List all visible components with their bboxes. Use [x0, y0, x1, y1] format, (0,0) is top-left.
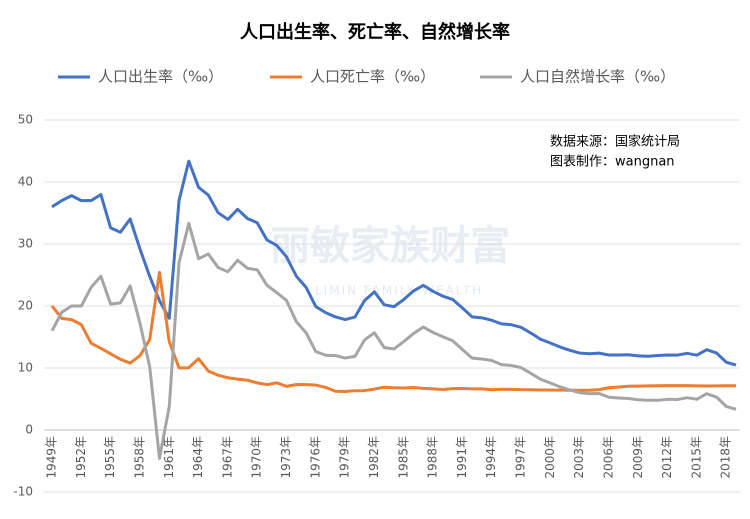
x-tick-label: 2009年: [631, 436, 645, 479]
y-tick-label: 0: [25, 423, 33, 437]
x-tick-label: 1952年: [74, 436, 88, 479]
x-tick-label: 1994年: [484, 436, 498, 479]
x-tick-label: 2003年: [572, 436, 586, 479]
y-tick-label: 40: [18, 175, 33, 189]
x-tick-label: 1964年: [191, 436, 205, 479]
x-tick-label: 1955年: [103, 436, 117, 479]
legend-label: 人口死亡率（‰）: [310, 68, 435, 86]
x-tick-label: 2012年: [660, 436, 674, 479]
x-tick-label: 1985年: [396, 436, 410, 479]
y-tick-label: -10: [13, 485, 33, 499]
data-line: [50, 270, 737, 393]
source-note: 数据来源：国家统计局: [550, 134, 680, 150]
author-note: 图表制作：wangnan: [550, 155, 675, 170]
y-tick-label: 20: [18, 299, 33, 313]
chart-title: 人口出生率、死亡率、自然增长率: [240, 21, 510, 43]
legend-label: 人口出生率（‰）: [98, 68, 223, 86]
x-tick-label: 2015年: [689, 436, 703, 479]
x-tick-label: 1973年: [279, 436, 293, 479]
x-tick-label: 1967年: [220, 436, 234, 479]
y-tick-label: 10: [18, 361, 33, 375]
x-tick-label: 1961年: [162, 436, 176, 479]
x-tick-label: 1976年: [308, 436, 322, 479]
x-tick-label: 1949年: [45, 436, 59, 479]
x-tick-label: 1970年: [250, 436, 264, 479]
x-tick-label: 1988年: [426, 436, 440, 479]
y-tick-label: 50: [18, 113, 33, 127]
watermark-subtitle: LIMIN FAMILY WEALTH: [315, 284, 483, 298]
data-line: [50, 221, 737, 460]
x-tick-label: 1958年: [132, 436, 146, 479]
x-tick-label: 1982年: [367, 436, 381, 479]
x-tick-label: 2006年: [601, 436, 615, 479]
x-tick-label: 2000年: [543, 436, 557, 479]
watermark: 丽敏家族财富: [270, 223, 510, 269]
x-tick-label: 1997年: [514, 436, 528, 479]
x-tick-label: 1979年: [338, 436, 352, 479]
x-tick-label: 2018年: [719, 436, 733, 479]
y-tick-label: 30: [18, 237, 33, 251]
x-tick-label: 1991年: [455, 436, 469, 479]
legend-label: 人口自然增长率（‰）: [520, 68, 675, 86]
